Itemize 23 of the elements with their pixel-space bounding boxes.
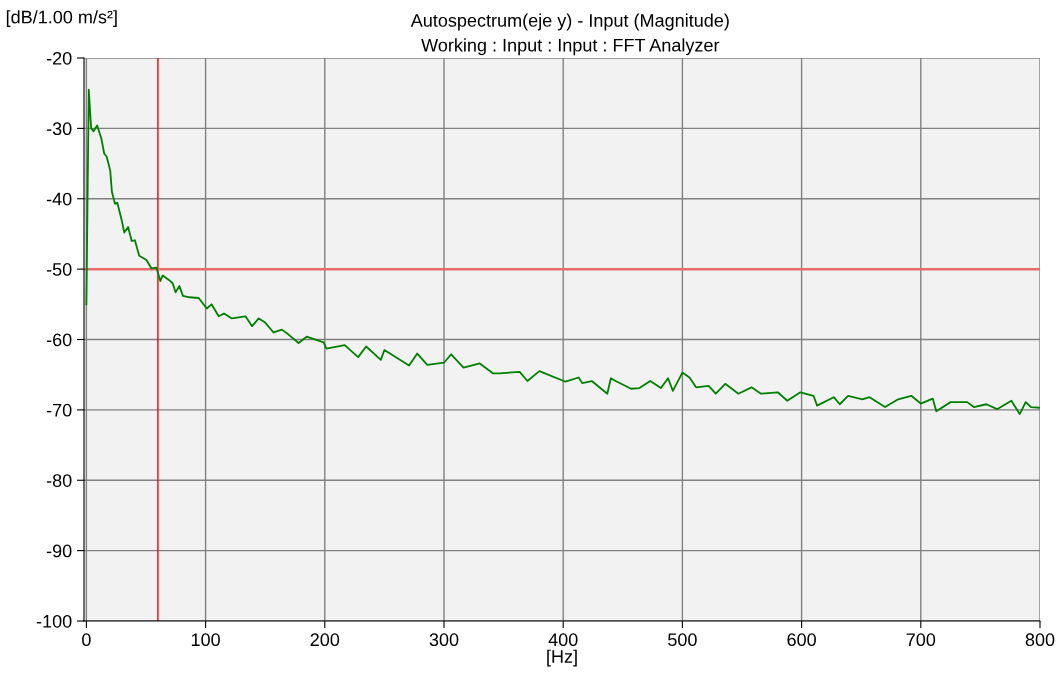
x-tick-label: 400 xyxy=(548,633,578,647)
chart-subtitle: Working : Input : Input : FFT Analyzer xyxy=(421,38,720,56)
y-tick-label: -50 xyxy=(46,263,72,276)
x-tick-label: 700 xyxy=(906,633,936,647)
chart-title: Autospectrum(eje y) - Input (Magnitude) xyxy=(410,13,729,31)
x-tick-label: 0 xyxy=(82,633,91,647)
x-tick-label: 600 xyxy=(787,633,816,647)
line-series xyxy=(85,88,1040,416)
x-tick-label: 100 xyxy=(191,633,220,647)
y-tick-label: -80 xyxy=(46,474,72,487)
x-tick-label: 500 xyxy=(668,633,697,647)
y-tick-label: -70 xyxy=(46,403,72,417)
x-axis-title: [Hz] xyxy=(547,649,577,667)
y-axis-title: [dB/1.00 m/s²] xyxy=(6,10,117,28)
x-tick-label: 300 xyxy=(429,633,459,647)
y-tick-label: -20 xyxy=(46,51,72,65)
x-tick-label: 800 xyxy=(1025,633,1055,647)
y-tick-label: -40 xyxy=(46,192,72,206)
y-tick-label: -60 xyxy=(46,333,72,347)
y-tick-label: -90 xyxy=(46,544,72,558)
y-tick-label: -100 xyxy=(36,614,72,628)
y-tick-label: -30 xyxy=(46,122,72,136)
x-tick-label: 200 xyxy=(310,633,340,647)
